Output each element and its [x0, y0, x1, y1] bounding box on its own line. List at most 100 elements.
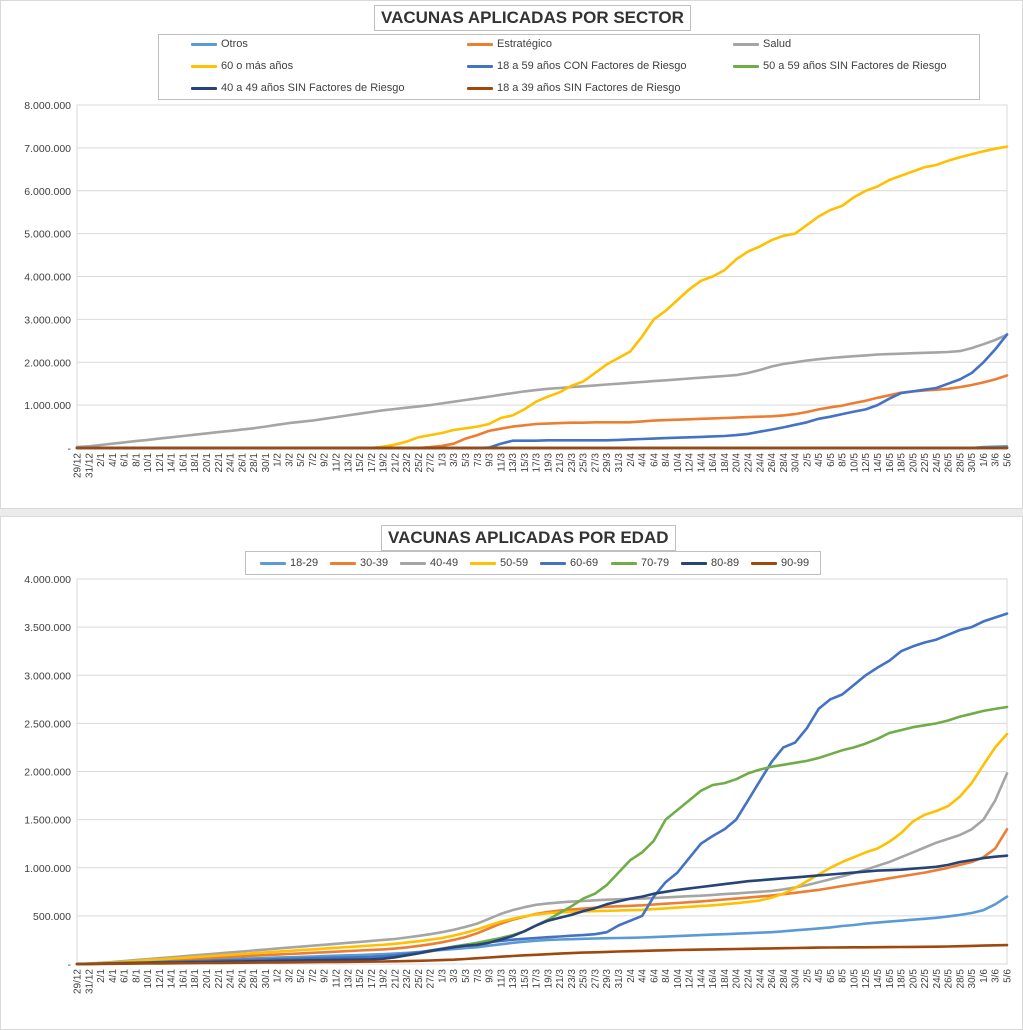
x-tick-label: 23/3: [567, 453, 578, 473]
x-tick-label: 27/3: [590, 969, 601, 989]
x-tick-label: 3/2: [284, 453, 295, 467]
x-tick-label: 6/5: [826, 453, 837, 467]
legend-item: 80-89: [681, 557, 739, 569]
x-tick-label: 30/5: [967, 969, 978, 989]
x-tick-label: 30/1: [261, 969, 272, 989]
age-chart-title: VACUNAS APLICADAS POR EDAD: [381, 525, 676, 551]
x-tick-label: 16/5: [885, 453, 896, 473]
x-tick-label: 30/1: [261, 453, 272, 473]
legend-label: Estratégico: [497, 38, 553, 50]
legend-item: 18 a 39 años SIN Factores de Riesgo: [467, 82, 680, 94]
x-tick-label: 26/4: [767, 453, 778, 473]
x-tick-label: 5/3: [461, 969, 472, 983]
x-tick-label: 27/3: [590, 453, 601, 473]
legend-label: 40 a 49 años SIN Factores de Riesgo: [221, 82, 405, 94]
legend-label: 30-39: [360, 557, 389, 569]
x-tick-label: 20/1: [202, 969, 213, 989]
x-tick-label: 22/5: [920, 969, 931, 989]
legend-swatch: [467, 42, 493, 46]
x-tick-label: 14/4: [696, 453, 707, 473]
legend-label: 18-29: [290, 557, 319, 569]
x-tick-label: 26/4: [767, 969, 778, 989]
legend-item: 30-39: [330, 557, 388, 569]
x-tick-label: 20/4: [732, 969, 743, 989]
x-tick-label: 30/4: [791, 453, 802, 473]
series-line-40-49: [75, 772, 1009, 966]
x-tick-label: 6/5: [826, 969, 837, 983]
x-tick-label: 9/2: [320, 453, 331, 467]
x-tick-label: 31/3: [614, 969, 625, 989]
y-tick-label: 1.500.000: [24, 815, 71, 827]
x-tick-label: 8/5: [838, 969, 849, 983]
x-tick-label: 8/1: [131, 969, 142, 983]
legend-item: Salud: [733, 38, 791, 50]
x-tick-label: 12/1: [155, 969, 166, 989]
x-tick-label: 23/2: [402, 969, 413, 989]
y-tick-label: 2.500.000: [24, 718, 71, 730]
x-tick-label: 3/3: [449, 969, 460, 983]
x-tick-label: 28/5: [955, 453, 966, 473]
x-tick-label: 9/3: [485, 969, 496, 983]
x-tick-label: 7/2: [308, 969, 319, 983]
x-tick-label: 24/4: [755, 969, 766, 989]
series-line-50-59: [75, 732, 1009, 966]
legend-swatch: [681, 561, 707, 565]
x-tick-label: 21/3: [555, 453, 566, 473]
legend-label: 50-59: [500, 557, 529, 569]
x-tick-label: 5/6: [1003, 969, 1014, 983]
y-tick-label: 5.000.000: [24, 229, 71, 241]
x-tick-label: 10/1: [143, 453, 154, 473]
y-tick-label: 500.000: [33, 911, 71, 923]
x-tick-label: 13/2: [343, 969, 354, 989]
x-tick-label: 29/3: [602, 453, 613, 473]
x-tick-label: 31/12: [84, 969, 95, 994]
legend-label: 90-99: [781, 557, 810, 569]
legend-swatch: [191, 64, 217, 68]
x-tick-label: 4/5: [814, 453, 825, 467]
x-tick-label: 24/1: [226, 453, 237, 473]
x-tick-label: 12/1: [155, 453, 166, 473]
legend-label: 40-49: [430, 557, 459, 569]
x-tick-label: 28/1: [249, 969, 260, 989]
age-chart-panel: - 500.000 1.000.000 1.500.000 2.000.000 2.500…: [0, 516, 1023, 1030]
x-tick-label: 16/1: [178, 453, 189, 473]
x-tick-label: 8/5: [838, 453, 849, 467]
x-tick-label: 26/1: [237, 453, 248, 473]
y-tick-label: 1.000.000: [24, 400, 71, 412]
series-line-60-o-m-s-a-os: [75, 145, 1009, 450]
x-tick-label: 18/4: [720, 453, 731, 473]
x-tick-label: 11/2: [331, 969, 342, 988]
x-tick-label: 4/1: [108, 969, 119, 983]
legend-label: Salud: [763, 38, 792, 50]
x-tick-label: 30/5: [967, 453, 978, 473]
x-tick-label: 22/4: [744, 453, 755, 473]
x-tick-label: 11/3: [496, 969, 507, 988]
y-tick-label: 3.500.000: [24, 622, 71, 634]
x-tick-label: 19/2: [379, 969, 390, 989]
x-tick-label: 26/5: [944, 969, 955, 989]
x-tick-label: 5/2: [296, 969, 307, 983]
x-tick-label: 1/3: [437, 969, 448, 983]
x-tick-label: 25/3: [579, 453, 590, 473]
legend-label: 50 a 59 años SIN Factores de Riesgo: [763, 60, 947, 72]
x-tick-label: 19/3: [543, 969, 554, 989]
legend-label: 60 o más años: [221, 60, 294, 72]
x-tick-label: 31/12: [84, 453, 95, 478]
x-tick-label: 27/2: [426, 453, 437, 473]
legend-swatch: [611, 561, 637, 565]
x-tick-label: 29/12: [73, 969, 84, 994]
x-tick-label: 21/2: [390, 969, 401, 989]
x-tick-label: 3/6: [991, 453, 1002, 467]
x-tick-label: 8/1: [131, 453, 142, 467]
x-tick-label: 14/1: [167, 453, 178, 473]
x-tick-label: 20/1: [202, 453, 213, 473]
x-tick-label: 22/1: [214, 453, 225, 473]
x-tick-label: 29/12: [73, 453, 84, 478]
legend-swatch: [470, 561, 496, 565]
x-tick-label: 8/4: [661, 453, 672, 467]
legend-item: 18-29: [260, 557, 318, 569]
x-tick-label: 10/5: [849, 453, 860, 473]
x-tick-label: 12/4: [685, 969, 696, 989]
x-tick-label: 12/5: [861, 453, 872, 473]
x-tick-label: 6/1: [120, 969, 131, 983]
